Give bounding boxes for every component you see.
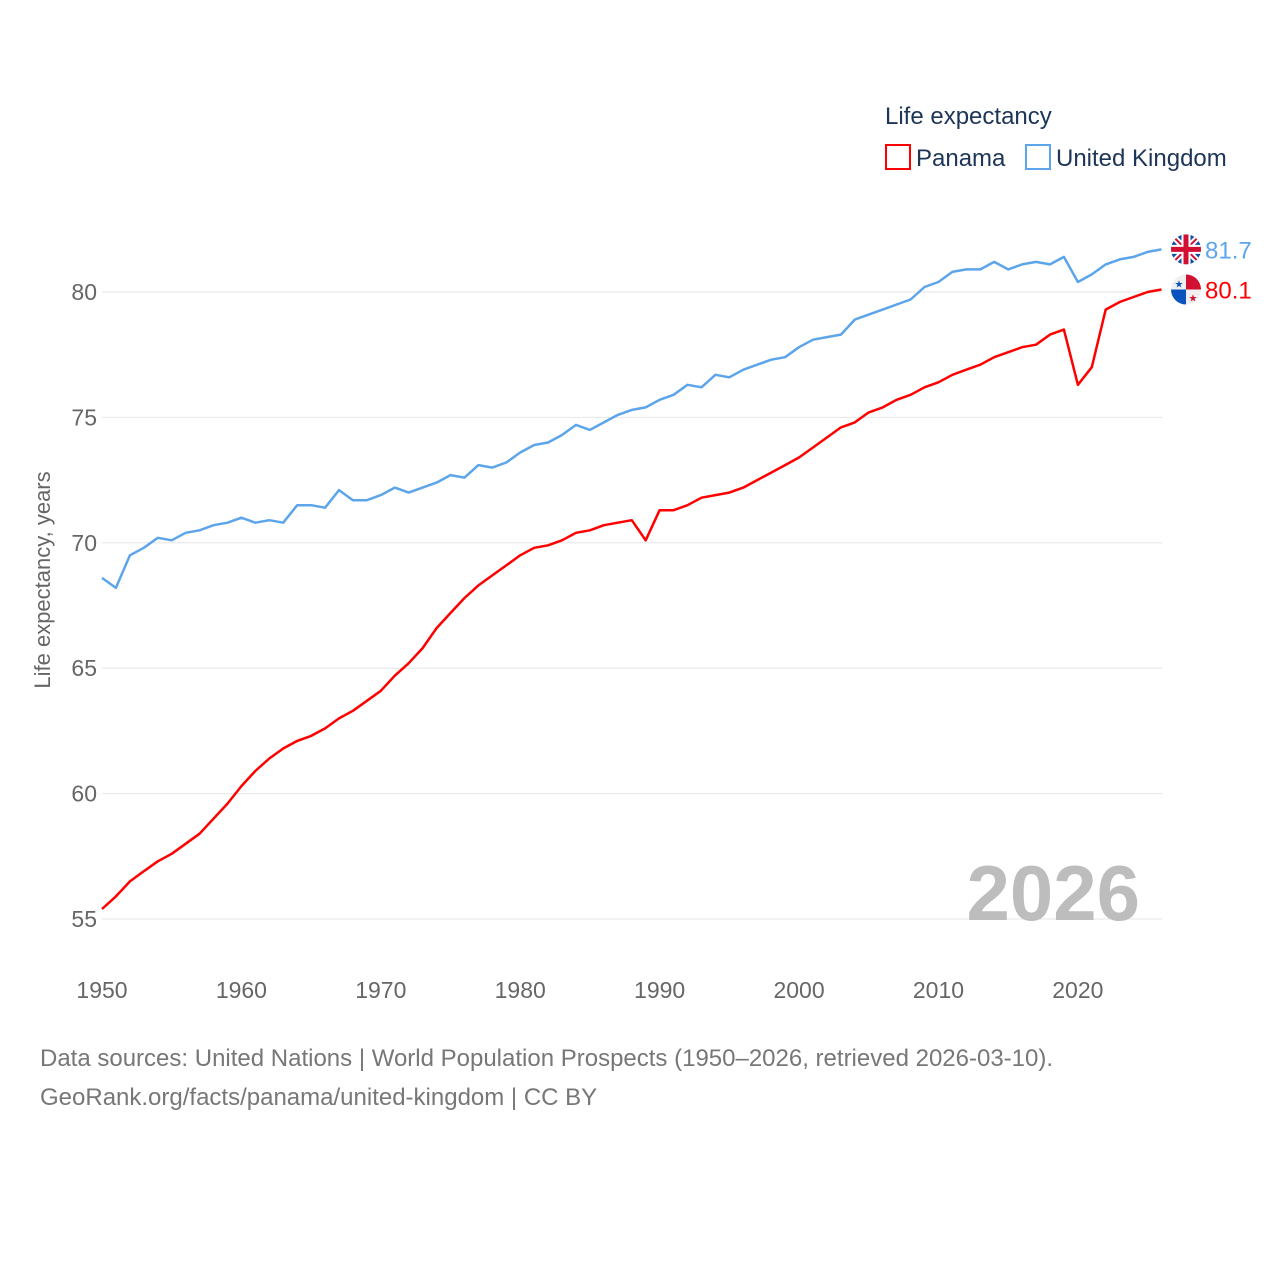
svg-text:★: ★ — [1175, 279, 1184, 290]
current-year-label: 2026 — [966, 849, 1140, 937]
end-value-label: 80.1 — [1205, 277, 1252, 304]
x-tick-label: 2020 — [1052, 977, 1103, 1003]
legend-swatch[interactable] — [1025, 144, 1051, 170]
legend-swatch[interactable] — [885, 144, 911, 170]
series-line-panama — [101, 288, 1162, 910]
x-tick-label: 1960 — [216, 977, 267, 1003]
x-tick-label: 1950 — [76, 977, 127, 1003]
legend-label[interactable]: Panama — [916, 145, 1006, 172]
credit-link[interactable]: GeoRank.org/facts/panama/united-kingdom … — [40, 1084, 598, 1111]
y-tick-label: 80 — [71, 279, 97, 305]
x-tick-label: 1990 — [634, 977, 685, 1003]
end-value-label: 81.7 — [1205, 237, 1252, 264]
x-tick-label: 2010 — [913, 977, 964, 1003]
y-tick-label: 60 — [71, 781, 97, 807]
y-tick-label: 75 — [71, 404, 97, 430]
y-tick-label: 70 — [71, 530, 97, 556]
legend-title: Life expectancy — [885, 103, 1052, 130]
x-tick-label: 1970 — [355, 977, 406, 1003]
y-axis-label: Life expectancy, years — [30, 471, 55, 688]
y-tick-label: 65 — [71, 655, 97, 681]
x-tick-label: 2000 — [773, 977, 824, 1003]
panama-flag-icon: ★★ — [1171, 274, 1201, 305]
legend-label[interactable]: United Kingdom — [1056, 145, 1227, 172]
x-tick-label: 1980 — [495, 977, 546, 1003]
uk-flag-icon — [1171, 234, 1201, 265]
y-tick-label: 55 — [71, 906, 97, 932]
series-line-united-kingdom — [101, 248, 1162, 590]
data-source-note: Data sources: United Nations | World Pop… — [40, 1045, 1054, 1072]
svg-text:★: ★ — [1189, 293, 1198, 304]
